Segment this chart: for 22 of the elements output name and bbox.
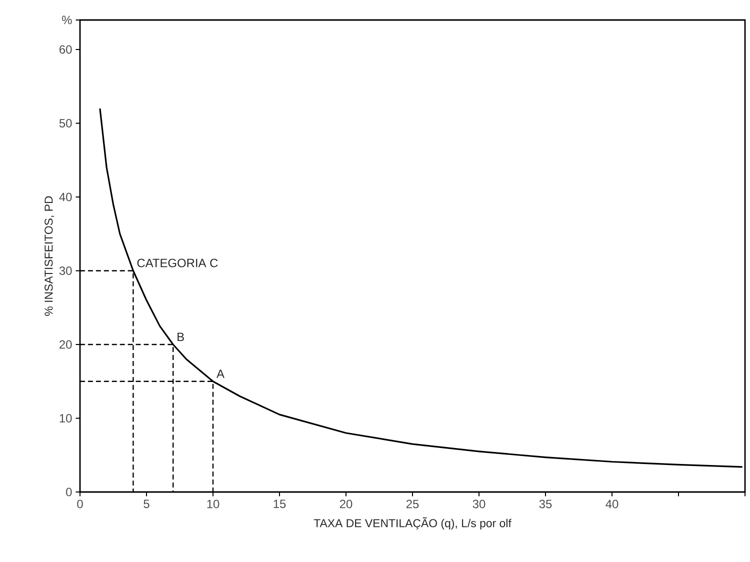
y-tick-label: 20 <box>60 340 72 349</box>
y-tick-label: 0 <box>66 488 72 496</box>
y-tick-label: 30 <box>59 266 72 275</box>
annotation: A <box>216 370 224 378</box>
y-tick-label: 10 <box>60 414 72 422</box>
x-axis-title: TAXA DE VENTILAÇÃO (q), L/s por olf <box>314 517 512 530</box>
x-tick-label: 20 <box>340 500 352 508</box>
x-tick-label: 0 <box>77 500 83 508</box>
x-tick-label: 15 <box>274 500 286 508</box>
x-tick-label: 40 <box>606 500 618 508</box>
y-tick-label: 40 <box>59 192 72 202</box>
x-tick-label: 25 <box>406 500 419 508</box>
x-tick-label: 35 <box>539 500 552 508</box>
annotation: B <box>178 332 184 341</box>
y-tick-label: 60 <box>60 45 72 54</box>
annotation: CATEGORIA C <box>137 258 218 268</box>
x-tick-label: 30 <box>472 500 486 508</box>
y-axis-title: % INSATISFEITOS, PD <box>44 196 54 316</box>
y-tick-label: 50 <box>59 119 72 128</box>
x-tick-label: 5 <box>144 500 150 508</box>
y-tick-label: % <box>62 16 72 24</box>
x-tick-label: 10 <box>207 500 220 508</box>
